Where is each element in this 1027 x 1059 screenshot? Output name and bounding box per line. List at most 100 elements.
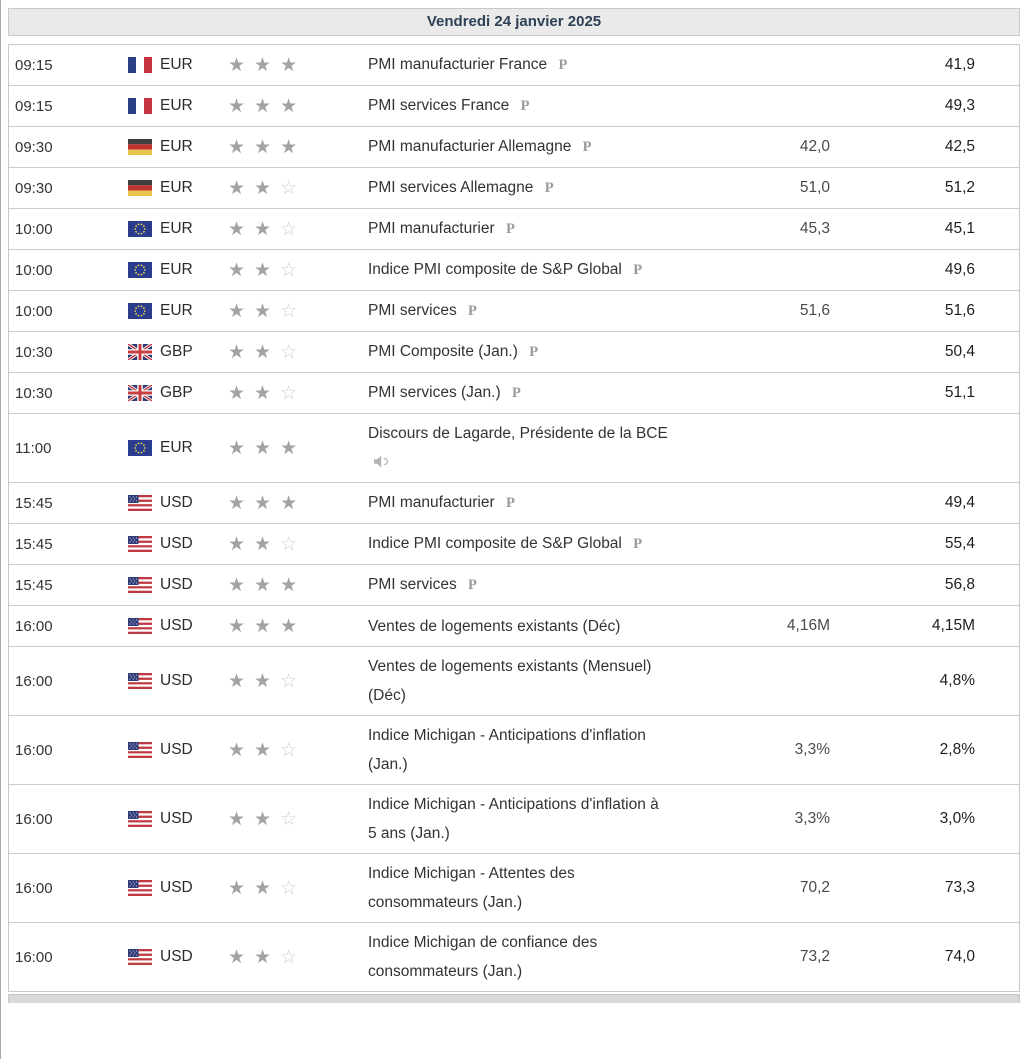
previous-value: 51,6	[944, 302, 975, 319]
event-row[interactable]: 11:00 EUR ★ ★ ★ Discours de Lagarde, Prési…	[9, 413, 1019, 482]
forecast-value: 4,16M	[786, 617, 830, 634]
event-row[interactable]: 16:00 USD ★ ★ ☆ Indice Michigan - Attentes…	[9, 853, 1019, 922]
event-row[interactable]: 09:30 EUR ★ ★ ★ PMI manufacturier Allemagn…	[9, 126, 1019, 167]
preliminary-icon: P	[520, 98, 530, 114]
preliminary-icon: P	[468, 577, 477, 593]
event-time: 16:00	[15, 741, 53, 759]
event-time: 09:15	[15, 97, 53, 115]
event-cell: PMI manufacturier France P	[368, 50, 668, 80]
forecast-value: 3,3%	[794, 810, 830, 827]
event-title: Discours de Lagarde, Présidente de la BC…	[368, 425, 668, 442]
star-filled-icon: ★	[280, 53, 298, 76]
event-row[interactable]: 10:00 EUR ★ ★ ☆ Indice PMI composite de S&…	[9, 249, 1019, 290]
event-time: 16:00	[15, 879, 53, 897]
star-filled-icon: ★	[254, 807, 272, 830]
event-title: Indice PMI composite de S&P Global	[368, 261, 622, 278]
previous-value: 55,4	[944, 535, 975, 552]
event-row[interactable]: 16:00 USD ★ ★ ★ Ventes de logements exista…	[9, 605, 1019, 646]
event-cell: Ventes de logements existants (Déc)	[368, 612, 668, 641]
star-filled-icon: ★	[228, 614, 246, 637]
preliminary-icon: P	[511, 385, 521, 401]
importance-stars: ★ ★ ★	[228, 573, 368, 596]
star-filled-icon: ★	[228, 53, 246, 76]
united-states-flag-icon	[128, 673, 160, 689]
star-filled-icon: ★	[254, 614, 272, 637]
currency-code: USD	[160, 617, 193, 634]
event-time: 16:00	[15, 617, 53, 635]
star-filled-icon: ★	[228, 176, 246, 199]
event-cell: PMI services (Jan.) P	[368, 378, 668, 408]
event-title: Indice Michigan de confiance des consomm…	[368, 934, 598, 980]
preliminary-icon: P	[582, 139, 592, 155]
france-flag-icon	[128, 57, 160, 73]
next-day-header-partial	[8, 994, 1020, 1003]
importance-stars: ★ ★ ☆	[228, 532, 368, 555]
event-time: 15:45	[15, 576, 53, 594]
event-title: Indice Michigan - Anticipations d'inflat…	[368, 796, 659, 842]
event-title: PMI manufacturier	[368, 220, 495, 237]
star-filled-icon: ★	[254, 669, 272, 692]
event-row[interactable]: 16:00 USD ★ ★ ☆ Ventes de logements exista…	[9, 646, 1019, 715]
preliminary-icon: P	[505, 221, 515, 237]
star-filled-icon: ★	[254, 532, 272, 555]
event-row[interactable]: 15:45 USD ★ ★ ☆ Indice PMI composite de S&…	[9, 523, 1019, 564]
forecast-value: 51,6	[799, 302, 830, 319]
event-time: 16:00	[15, 672, 53, 690]
currency-code: EUR	[160, 97, 193, 114]
star-filled-icon: ★	[228, 381, 246, 404]
event-time: 10:00	[15, 302, 53, 320]
event-row[interactable]: 15:45 USD ★ ★ ★ PMI manufacturier P 49,4	[9, 482, 1019, 523]
star-filled-icon: ★	[254, 573, 272, 596]
event-time: 11:00	[15, 439, 52, 457]
importance-stars: ★ ★ ☆	[228, 740, 368, 760]
event-cell: Indice PMI composite de S&P Global P	[368, 255, 668, 285]
event-row[interactable]: 10:00 EUR ★ ★ ☆ PMI manufacturier P 45,3 4…	[9, 208, 1019, 249]
previous-value: 74,0	[944, 948, 975, 965]
event-row[interactable]: 16:00 USD ★ ★ ☆ Indice Michigan - Anticipa…	[9, 715, 1019, 784]
event-row[interactable]: 15:45 USD ★ ★ ★ PMI services P 56,8	[9, 564, 1019, 605]
event-row[interactable]: 09:30 EUR ★ ★ ☆ PMI services Allemagne P 5…	[9, 167, 1019, 208]
star-empty-icon: ☆	[280, 381, 298, 404]
united-states-flag-icon	[128, 880, 160, 896]
event-time: 09:15	[15, 56, 53, 74]
event-row[interactable]: 10:30 GBP ★ ★ ☆ PMI services (Jan.) P 51,1	[9, 372, 1019, 413]
previous-value: 3,0%	[939, 810, 975, 827]
event-time: 15:45	[15, 535, 53, 553]
event-row[interactable]: 10:30 GBP ★ ★ ☆ PMI Composite (Jan.) P 50,…	[9, 331, 1019, 372]
united-states-flag-icon	[128, 949, 160, 965]
event-row[interactable]: 16:00 USD ★ ★ ☆ Indice Michigan - Anticipa…	[9, 784, 1019, 853]
importance-stars: ★ ★ ★	[228, 94, 368, 117]
preliminary-icon: P	[633, 536, 643, 552]
event-title: Ventes de logements existants (Déc)	[368, 617, 621, 635]
star-filled-icon: ★	[228, 217, 246, 240]
event-row[interactable]: 10:00 EUR ★ ★ ☆ PMI services P 51,6 51,6	[9, 290, 1019, 331]
currency-code: GBP	[160, 384, 193, 401]
importance-stars: ★ ★ ★	[228, 53, 368, 76]
window-left-edge	[0, 0, 1, 1059]
star-empty-icon: ☆	[280, 176, 298, 199]
event-row[interactable]: 09:15 EUR ★ ★ ★ PMI manufacturier France P…	[9, 45, 1019, 85]
importance-stars: ★ ★ ★	[228, 614, 368, 637]
importance-stars: ★ ★ ☆	[228, 878, 368, 898]
forecast-value: 42,0	[799, 138, 830, 155]
event-cell: Indice PMI composite de S&P Global P	[368, 529, 668, 559]
event-cell: PMI services Allemagne P	[368, 173, 668, 203]
event-cell: Ventes de logements existants (Mensuel) …	[368, 652, 668, 710]
star-filled-icon: ★	[280, 94, 298, 117]
star-filled-icon: ★	[254, 135, 272, 158]
event-row[interactable]: 16:00 USD ★ ★ ☆ Indice Michigan de confian…	[9, 922, 1019, 991]
importance-stars: ★ ★ ☆	[228, 947, 368, 967]
forecast-value: 3,3%	[794, 741, 830, 758]
germany-flag-icon	[128, 139, 160, 155]
event-row[interactable]: 09:15 EUR ★ ★ ★ PMI services France P 49,3	[9, 85, 1019, 126]
star-filled-icon: ★	[228, 669, 246, 692]
event-title: PMI services	[368, 302, 457, 319]
previous-value: 56,8	[944, 576, 975, 593]
star-filled-icon: ★	[280, 491, 298, 514]
event-title: Ventes de logements existants (Mensuel) …	[368, 658, 652, 704]
star-filled-icon: ★	[254, 299, 272, 322]
event-title: PMI manufacturier Allemagne	[368, 138, 572, 155]
importance-stars: ★ ★ ★	[228, 491, 368, 514]
event-cell: PMI manufacturier Allemagne P	[368, 132, 668, 162]
star-empty-icon: ☆	[280, 217, 298, 240]
